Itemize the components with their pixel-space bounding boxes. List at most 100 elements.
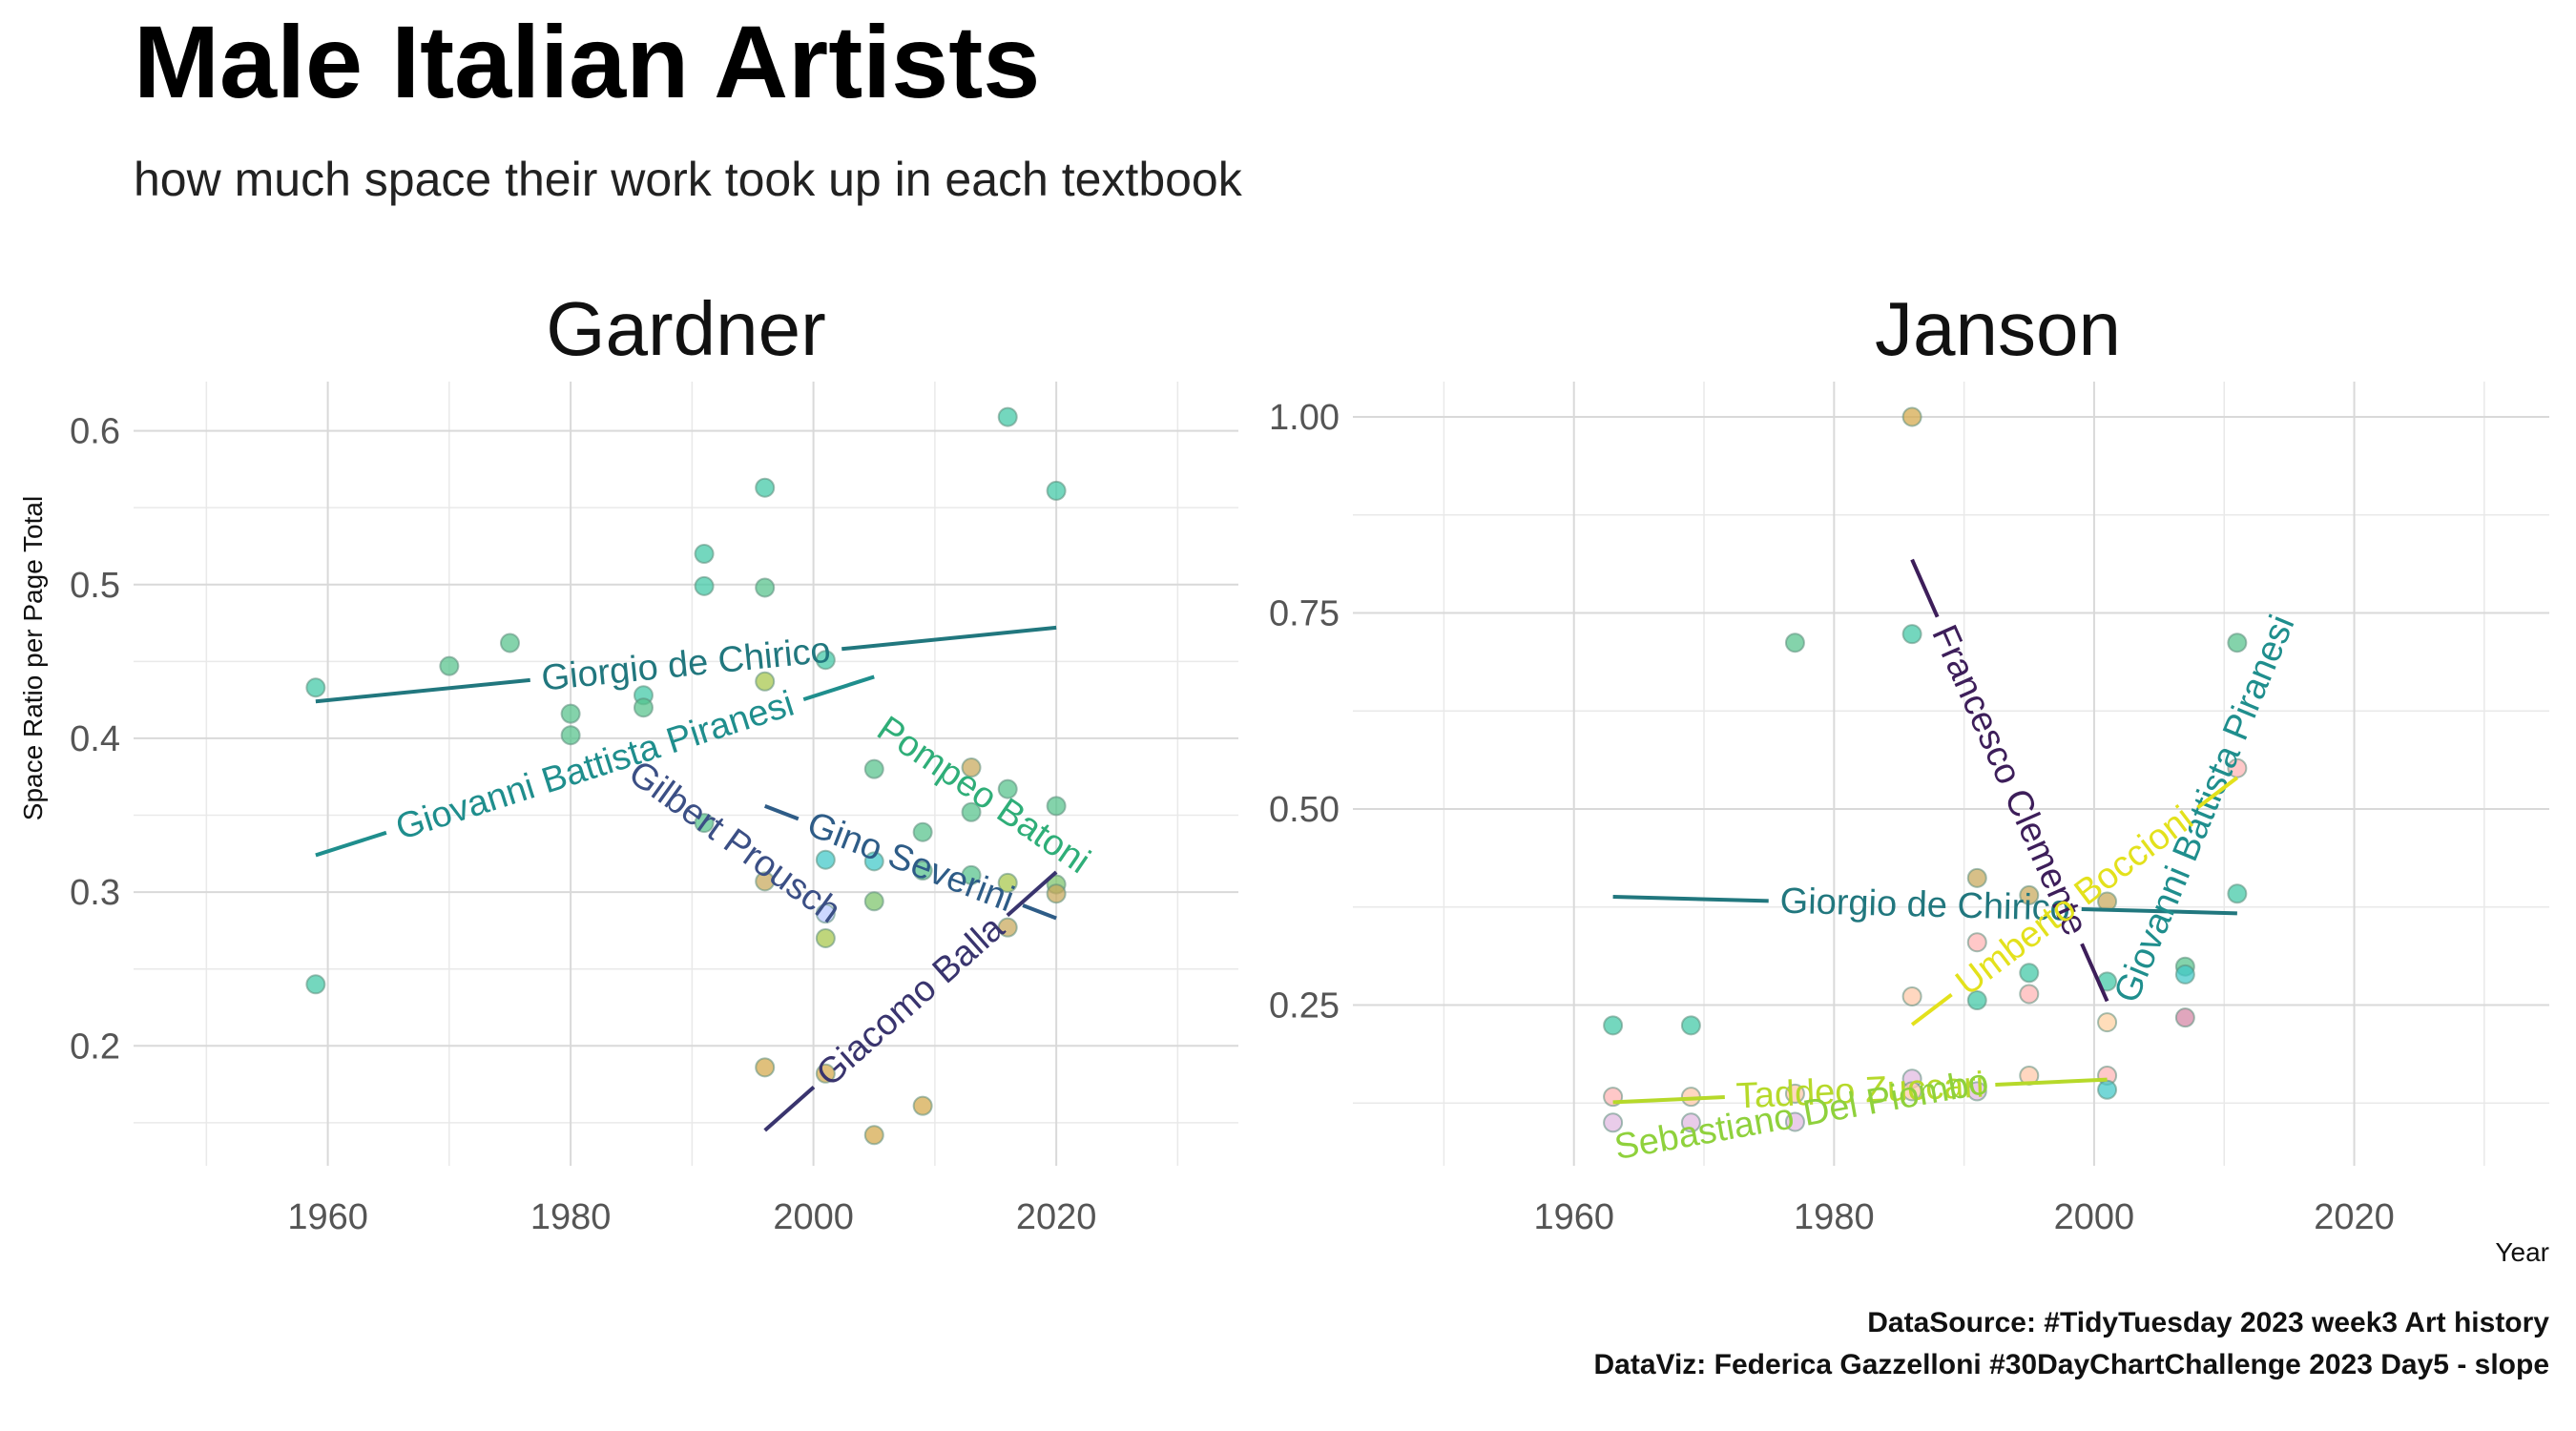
caption-datasource: DataSource: #TidyTuesday 2023 week3 Art … — [1867, 1307, 2549, 1338]
data-point — [1680, 1112, 1701, 1133]
data-point — [863, 758, 884, 779]
slope-line-segment — [1612, 1095, 1725, 1105]
data-point — [755, 871, 776, 892]
data-point — [961, 864, 982, 885]
slope-line-segment — [1995, 1077, 2108, 1087]
x-tick-label: 2020 — [2314, 1197, 2395, 1237]
data-point — [2174, 1007, 2195, 1028]
data-point — [863, 891, 884, 912]
data-point — [815, 650, 836, 671]
series-label: Giorgio de Chirico — [540, 631, 833, 699]
y-tick-label: 0.5 — [70, 566, 120, 606]
data-point — [2174, 964, 2195, 985]
data-point — [499, 633, 520, 653]
slope-line-segment — [315, 830, 387, 858]
data-point — [912, 1095, 933, 1116]
data-point — [755, 1057, 776, 1078]
data-point — [755, 577, 776, 598]
data-point — [815, 849, 836, 870]
series-label: Giacomo Balla — [809, 907, 1012, 1094]
slope-line-segment — [763, 803, 800, 821]
slope-line-segment — [763, 1085, 816, 1132]
data-point — [1680, 1015, 1701, 1036]
y-tick-label: 1.00 — [1269, 398, 1340, 438]
panel-gardner: Gardner 1960 1980 2000 2020 0.2 0.3 0.4 0.5 0.6 Gi… — [70, 286, 1238, 1237]
slope-line-segment — [1910, 992, 1953, 1027]
data-point — [2227, 633, 2248, 653]
y-axis-label: Space Ratio per Page Total — [18, 496, 48, 820]
slope-line-segment — [315, 677, 530, 704]
data-point — [1966, 867, 1987, 888]
data-point — [1784, 1083, 1805, 1104]
data-point — [633, 697, 654, 718]
data-point — [305, 974, 326, 995]
chart-title: Male Italian Artists — [134, 4, 1040, 119]
x-tick-label: 2000 — [773, 1197, 854, 1237]
data-point — [961, 801, 982, 822]
data-point — [2097, 1012, 2118, 1033]
slope-line-segment — [1022, 903, 1057, 921]
x-tick-label: 2000 — [2054, 1197, 2135, 1237]
data-point — [1603, 1015, 1624, 1036]
slope-line-segment — [1006, 870, 1058, 918]
data-point — [1603, 1112, 1624, 1133]
data-point — [2019, 963, 2040, 984]
slope-line-segment — [2081, 907, 2237, 916]
slope-line-segment — [2080, 943, 2109, 1003]
x-tick-label: 1980 — [530, 1197, 612, 1237]
data-point — [815, 903, 836, 924]
x-tick-label: 2020 — [1016, 1197, 1097, 1237]
x-tick-label: 1980 — [1794, 1197, 1875, 1237]
chart-subtitle: how much space their work took up in eac… — [134, 153, 1243, 206]
panel-janson: Janson 1960 1980 2000 2020 0.25 0.50 0.75 1.00 Gi… — [1269, 286, 2549, 1237]
x-axis-label: Year — [2495, 1237, 2549, 1267]
data-point — [1966, 1081, 1987, 1102]
data-point — [694, 544, 715, 565]
y-tick-label: 0.75 — [1269, 593, 1340, 633]
data-point — [997, 917, 1018, 938]
x-tick-label: 1960 — [1533, 1197, 1614, 1237]
data-point — [1901, 624, 1922, 645]
slope-line-segment — [2196, 776, 2239, 810]
caption-dataviz: DataViz: Federica Gazzelloni #30DayChart… — [1593, 1349, 2549, 1380]
data-point — [2019, 984, 2040, 1005]
data-point — [1046, 480, 1067, 501]
data-point — [815, 927, 836, 948]
data-point — [1784, 1111, 1805, 1132]
data-point — [863, 1125, 884, 1146]
data-point — [997, 872, 1018, 893]
data-point — [755, 477, 776, 498]
data-point — [1966, 932, 1987, 953]
data-point — [1901, 985, 1922, 1006]
series-label: Giorgio de Chirico — [1779, 881, 2070, 929]
data-point — [815, 1063, 836, 1084]
data-point — [305, 677, 326, 698]
y-tick-label: 0.6 — [70, 412, 120, 452]
y-tick-label: 0.25 — [1269, 985, 1340, 1026]
slope-line-segment — [841, 625, 1057, 652]
data-point — [2227, 883, 2248, 904]
data-point — [863, 851, 884, 872]
data-point — [1966, 990, 1987, 1011]
data-point — [1046, 883, 1067, 904]
data-point — [2227, 757, 2248, 778]
data-point — [997, 778, 1018, 799]
data-point — [1901, 406, 1922, 427]
data-point — [1784, 633, 1805, 653]
y-tick-label: 0.50 — [1269, 790, 1340, 830]
x-tick-label: 1960 — [287, 1197, 368, 1237]
slope-line-segment — [1910, 558, 1940, 618]
y-tick-label: 0.3 — [70, 873, 120, 913]
data-point — [2097, 1079, 2118, 1100]
y-tick-label: 0.4 — [70, 719, 120, 759]
data-point — [1901, 1081, 1922, 1102]
data-point — [997, 406, 1018, 427]
data-point — [2019, 884, 2040, 905]
slope-line-segment — [1612, 895, 1769, 903]
panel-title: Gardner — [546, 286, 825, 371]
y-tick-label: 0.2 — [70, 1027, 120, 1067]
data-point — [961, 757, 982, 778]
data-point — [694, 813, 715, 834]
slope-line-segment — [802, 674, 875, 702]
